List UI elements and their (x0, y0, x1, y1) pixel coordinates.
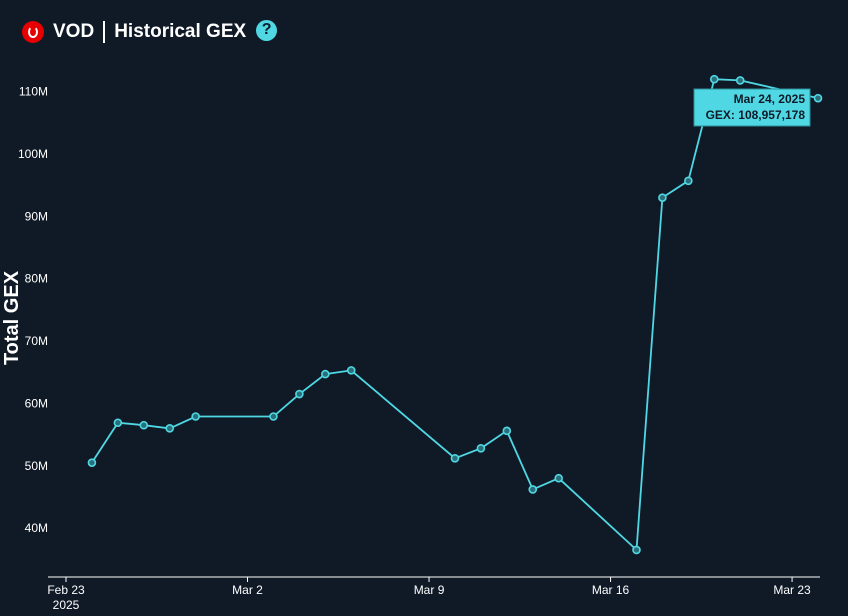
y-axis-ticks: 40M 50M 60M 70M 80M 90M 100M 110M (18, 85, 48, 535)
title-divider (103, 21, 106, 43)
y-tick-label: 110M (19, 85, 48, 99)
data-point[interactable] (658, 193, 667, 202)
x-tick-label: Mar 9 (414, 583, 445, 597)
data-point[interactable] (191, 412, 200, 421)
page-title: Historical GEX (114, 21, 247, 42)
data-point[interactable] (450, 453, 460, 463)
data-point[interactable] (709, 74, 719, 84)
y-axis-label: Total GEX (1, 270, 23, 365)
vodafone-logo-icon (22, 21, 44, 43)
y-tick-label: 50M (25, 459, 48, 473)
data-point[interactable] (684, 176, 693, 186)
data-point[interactable] (295, 389, 304, 399)
tooltip-value: GEX: 108,957,178 (706, 108, 806, 122)
data-point[interactable] (554, 473, 563, 483)
data-point[interactable] (346, 366, 356, 375)
x-tick-label: Mar 16 (592, 583, 630, 597)
data-point[interactable] (476, 444, 486, 453)
hover-tooltip: Mar 24, 2025 GEX: 108,957,178 (693, 88, 811, 127)
data-point[interactable] (735, 76, 745, 85)
x-tick-label: Mar 2 (232, 583, 263, 597)
x-tick-label: Feb 23 2025 (47, 583, 85, 612)
data-point[interactable] (113, 418, 123, 428)
header: VOD Historical GEX ? (22, 17, 278, 47)
data-point[interactable] (321, 369, 330, 379)
x-tick-label: Mar 23 (773, 583, 811, 597)
y-tick-label: 70M (25, 334, 48, 348)
x-axis-ticks: Feb 23 2025 Mar 2 Mar 9 Mar 16 Mar 23 (47, 577, 811, 612)
data-point[interactable] (528, 485, 538, 494)
y-tick-label: 40M (25, 521, 48, 535)
tooltip-box (693, 88, 811, 127)
y-tick-label: 60M (25, 396, 48, 410)
data-point[interactable] (165, 424, 175, 433)
y-tick-label: 80M (25, 272, 48, 286)
data-point[interactable] (813, 93, 823, 103)
ticker-symbol: VOD (53, 21, 95, 42)
tooltip-date: Mar 24, 2025 (734, 92, 806, 106)
y-tick-label: 100M (18, 147, 48, 161)
data-point[interactable] (632, 545, 641, 555)
series-line (91, 78, 819, 552)
y-tick-label: 90M (25, 209, 48, 223)
data-point[interactable] (139, 420, 149, 430)
data-point[interactable] (269, 412, 278, 421)
data-point[interactable] (87, 458, 97, 467)
data-point[interactable] (502, 426, 512, 436)
help-icon[interactable]: ? (256, 19, 278, 41)
data-points (87, 74, 823, 555)
